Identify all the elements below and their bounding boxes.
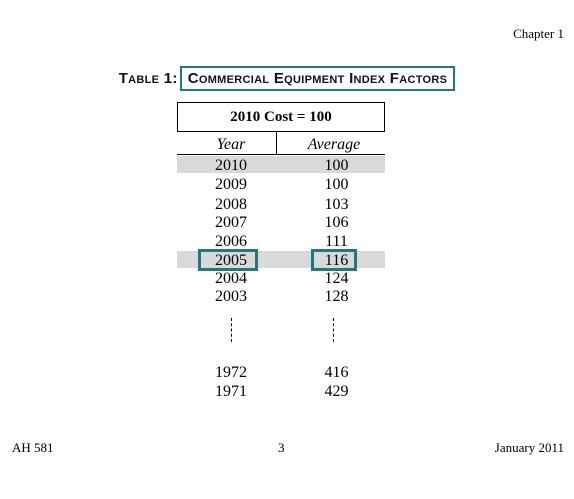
row-shade-2005: [177, 251, 385, 268]
cell-year: 2005: [215, 252, 247, 269]
table-row: 1971 429: [177, 383, 385, 401]
cell-average: 106: [324, 214, 349, 231]
cell-average: 103: [324, 196, 349, 213]
cell-average: 124: [324, 270, 349, 287]
cell-year: 2009: [215, 176, 247, 193]
cell-year: 2003: [215, 288, 247, 305]
table-row: 2006 111: [177, 233, 385, 251]
cell-average: 128: [324, 288, 349, 305]
table-caption: Table 1: Commercial Equipment Index Facto…: [0, 66, 574, 91]
highlight-box-average: [311, 249, 357, 271]
cell-average: 416: [324, 364, 349, 381]
cell-year: 2007: [215, 214, 247, 231]
cell-year: 2010: [215, 157, 247, 174]
ellipsis-dashes-year: [231, 318, 232, 342]
table-row: 2005 116: [177, 252, 385, 270]
column-header-year: Year: [216, 136, 246, 153]
cell-year: 2008: [215, 196, 247, 213]
highlight-box-year: [198, 249, 258, 271]
base-cost-header: 2010 Cost = 100: [177, 102, 385, 132]
footer-date: January 2011: [494, 440, 564, 455]
header-divider: [276, 132, 277, 154]
header-rule: [177, 154, 385, 155]
cell-average: 116: [324, 252, 349, 269]
row-shade-2010: [177, 156, 385, 173]
ellipsis-dashes-average: [333, 318, 334, 342]
cell-year: 2004: [215, 270, 247, 287]
chapter-label: Chapter 1: [513, 26, 564, 41]
column-header-average: Average: [307, 136, 361, 153]
cell-average: 100: [324, 157, 349, 174]
cell-year: 1972: [215, 364, 247, 381]
table-title-text: Commercial Equipment Index Factors: [179, 66, 456, 91]
cell-year: 1971: [215, 383, 247, 400]
table-row: 2008 103: [177, 196, 385, 214]
cell-year: 2006: [215, 233, 247, 250]
table-row: 2007 106: [177, 214, 385, 232]
table-row: 2003 128: [177, 288, 385, 306]
cell-average: 429: [324, 383, 349, 400]
cell-average: 111: [325, 233, 348, 250]
table-row: 1972 416: [177, 364, 385, 382]
table-label: Table 1:: [118, 70, 178, 87]
table-title: Table 1: Commercial Equipment Index Facto…: [118, 66, 456, 91]
table-row: 2004 124: [177, 270, 385, 288]
footer-doc-id: AH 581: [12, 440, 54, 455]
table-row: 2010 100: [177, 157, 385, 175]
footer-page-number: 3: [278, 440, 285, 455]
cell-average: 100: [324, 176, 349, 193]
table-row: 2009 100: [177, 176, 385, 194]
